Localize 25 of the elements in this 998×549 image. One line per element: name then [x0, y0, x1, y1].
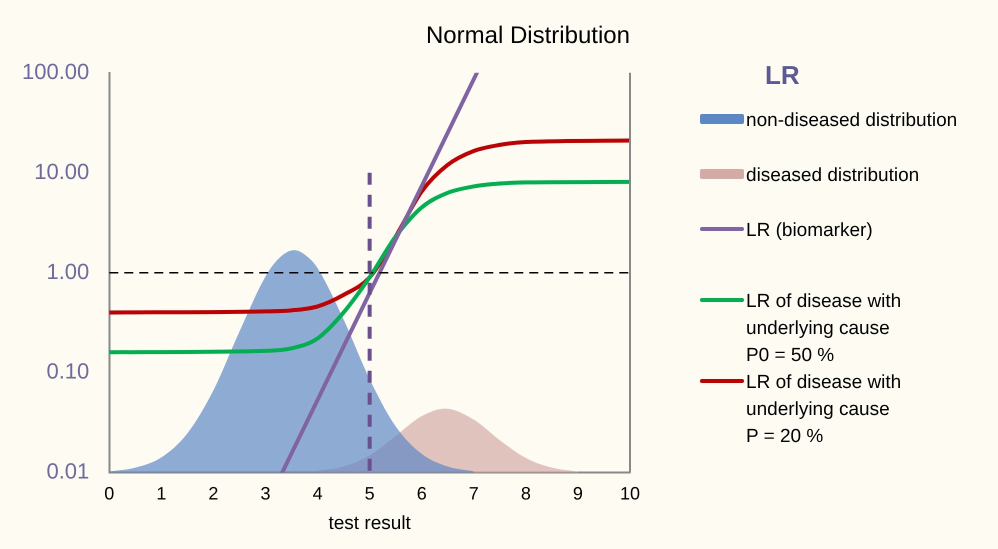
line-series [109, 180, 630, 354]
legend-label: LR of disease with underlying cause P = 20 % [746, 371, 902, 449]
legend-title: LR [765, 60, 801, 91]
x-tick-label: 6 [416, 483, 427, 504]
y-tick-label: 0.01 [46, 458, 90, 484]
x-tick-label: 5 [364, 483, 375, 504]
x-tick-label: 0 [104, 483, 114, 504]
y-tick-label: 100.00 [22, 58, 90, 84]
chart-title: Normal Distribution [426, 22, 630, 50]
legend-label: diseased distribution [746, 164, 920, 188]
legend-label: LR of disease with underlying cause P0 = 50 % [746, 290, 902, 368]
x-tick-label: 2 [208, 483, 218, 504]
x-tick-label: 9 [572, 483, 583, 504]
x-tick-label: 1 [156, 483, 166, 504]
x-tick-label: 4 [312, 483, 323, 504]
y-tick-label: 0.10 [46, 358, 90, 384]
x-tick-label: 7 [468, 483, 479, 504]
legend-label: LR (biomarker) [746, 219, 874, 243]
x-axis-title: test result [328, 512, 412, 534]
x-tick-label: 8 [520, 483, 531, 504]
x-tick-label: 3 [260, 483, 271, 504]
x-tick-label: 10 [620, 483, 640, 504]
y-tick-label: 10.00 [34, 158, 90, 184]
legend-label: non-diseased distribution [746, 109, 958, 133]
y-tick-label: 1.00 [46, 258, 90, 284]
